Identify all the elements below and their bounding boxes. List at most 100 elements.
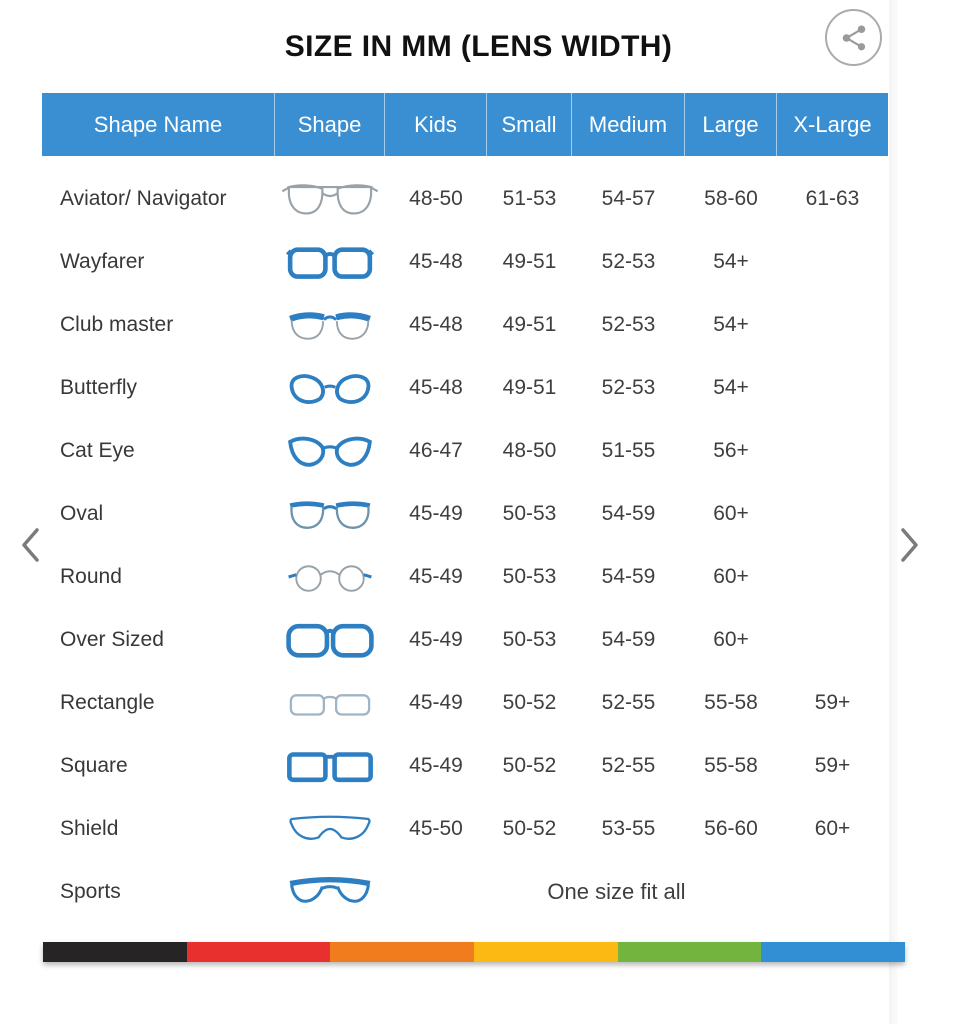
size-cell-large: 54+ [713, 312, 749, 336]
chevron-right-icon [899, 527, 921, 563]
table-row: Club master 45-48 49-51 52-53 54+ [42, 293, 888, 356]
sports-glasses-icon [289, 876, 371, 903]
column-header-shape-name: Shape Name [42, 93, 275, 156]
size-cell-xlarge: 59+ [814, 690, 851, 714]
aviator-glasses-icon [281, 183, 379, 215]
table-body: Aviator/ Navigator 48-50 51-53 54-57 58-60 6… [42, 167, 888, 923]
title-bar: SIZE IN MM (LENS WIDTH) [0, 0, 957, 93]
share-icon [839, 23, 869, 53]
shape-name-cell: Club master [60, 312, 174, 336]
page-title: SIZE IN MM (LENS WIDTH) [284, 29, 673, 63]
shape-cell [275, 428, 385, 474]
size-cell-large: 55-58 [704, 753, 758, 777]
shape-name-cell: Oval [60, 501, 104, 525]
carousel-prev-button[interactable] [18, 526, 42, 564]
shape-cell [275, 176, 385, 222]
column-header-large: Large [685, 93, 777, 156]
table-row: Square 45-49 50-52 52-55 55-58 59+ [42, 734, 888, 797]
size-cell-xlarge: 60+ [814, 816, 851, 840]
oversized-glasses-icon [286, 623, 374, 658]
stripe-segment [186, 942, 331, 962]
size-cell-large: 55-58 [704, 690, 758, 714]
shape-cell [275, 743, 385, 789]
shape-cell [275, 302, 385, 348]
one-size-cell: One size fit all [547, 878, 686, 904]
size-cell-kids: 45-48 [409, 312, 463, 336]
shape-name-cell: Butterfly [60, 375, 138, 399]
shape-name-cell: Cat Eye [60, 438, 135, 462]
table-row: Oval 45-49 50-53 54-59 60+ [42, 482, 888, 545]
shape-name-cell: Square [60, 753, 128, 777]
shield-glasses-icon [289, 815, 371, 840]
table-row: Over Sized 45-49 50-53 54-59 60+ [42, 608, 888, 671]
size-cell-kids: 45-50 [409, 816, 463, 840]
share-button[interactable] [825, 9, 882, 66]
size-cell-medium: 52-55 [601, 753, 656, 777]
size-cell-kids: 45-49 [409, 690, 463, 714]
size-cell-small: 51-53 [502, 186, 557, 210]
table-row: Wayfarer 45-48 49-51 52-53 54+ [42, 230, 888, 293]
chevron-left-icon [19, 527, 41, 563]
shape-name-cell: Shield [60, 816, 119, 840]
rectangle-glasses-icon [289, 693, 371, 716]
size-cell-medium: 54-59 [601, 564, 656, 588]
size-cell-medium: 54-59 [601, 501, 656, 525]
size-cell-kids: 45-49 [409, 753, 463, 777]
shape-cell [275, 365, 385, 411]
size-cell-medium: 54-57 [601, 186, 656, 210]
size-cell-kids: 45-48 [409, 249, 463, 273]
shape-name-cell: Round [60, 564, 122, 588]
table-row: Aviator/ Navigator 48-50 51-53 54-57 58-60 6… [42, 167, 888, 230]
size-cell-kids: 45-49 [409, 564, 463, 588]
table-row: Butterfly 45-48 49-51 52-53 54+ [42, 356, 888, 419]
stripe-segment [761, 942, 906, 962]
table-row: Shield 45-50 50-52 53-55 56-60 60+ [42, 797, 888, 860]
oval-glasses-icon [289, 500, 371, 529]
shape-cell [275, 239, 385, 285]
size-cell-small: 50-52 [502, 753, 557, 777]
round-glasses-icon [288, 564, 372, 592]
wayfarer-glasses-icon [285, 246, 375, 279]
table-header-row: Shape Name Shape Kids Small Medium Large… [42, 93, 888, 156]
shape-name-cell: Aviator/ Navigator [60, 186, 227, 210]
size-cell-small: 50-52 [502, 690, 557, 714]
size-cell-large: 54+ [713, 375, 749, 399]
stripe-segment [617, 942, 762, 962]
size-cell-small: 49-51 [502, 312, 557, 336]
table-row: Cat Eye 46-47 48-50 51-55 56+ [42, 419, 888, 482]
size-cell-small: 50-53 [502, 627, 557, 651]
column-header-shape: Shape [275, 93, 385, 156]
shape-name-cell: Sports [60, 879, 121, 903]
size-cell-medium: 52-53 [601, 312, 656, 336]
size-table: Shape Name Shape Kids Small Medium Large… [42, 93, 888, 923]
square-glasses-icon [287, 751, 373, 782]
shape-name-cell: Rectangle [60, 690, 155, 714]
size-cell-medium: 52-53 [601, 249, 656, 273]
size-cell-large: 56+ [713, 438, 749, 462]
size-cell-large: 60+ [713, 501, 749, 525]
shape-cell [275, 617, 385, 663]
size-cell-medium: 52-55 [601, 690, 656, 714]
size-cell-large: 60+ [713, 564, 749, 588]
shape-name-cell: Over Sized [60, 627, 164, 651]
brand-color-stripe [43, 942, 906, 962]
size-cell-kids: 46-47 [409, 438, 463, 462]
table-row: Round 45-49 50-53 54-59 60+ [42, 545, 888, 608]
size-cell-medium: 52-53 [601, 375, 656, 399]
column-header-xlarge: X-Large [793, 111, 872, 137]
size-cell-small: 48-50 [502, 438, 557, 462]
cateye-glasses-icon [288, 436, 372, 467]
size-cell-kids: 45-49 [409, 501, 463, 525]
size-cell-xlarge: 59+ [814, 753, 851, 777]
shape-cell [275, 806, 385, 852]
stripe-segment [330, 942, 475, 962]
column-header-small: Small [487, 93, 572, 156]
column-header-kids: Kids [385, 93, 487, 156]
size-cell-medium: 53-55 [601, 816, 656, 840]
carousel-next-button[interactable] [898, 526, 922, 564]
size-cell-small: 49-51 [502, 249, 557, 273]
size-cell-small: 50-53 [502, 501, 557, 525]
size-cell-kids: 48-50 [409, 186, 463, 210]
clubmaster-glasses-icon [289, 311, 371, 340]
size-cell-medium: 51-55 [601, 438, 656, 462]
